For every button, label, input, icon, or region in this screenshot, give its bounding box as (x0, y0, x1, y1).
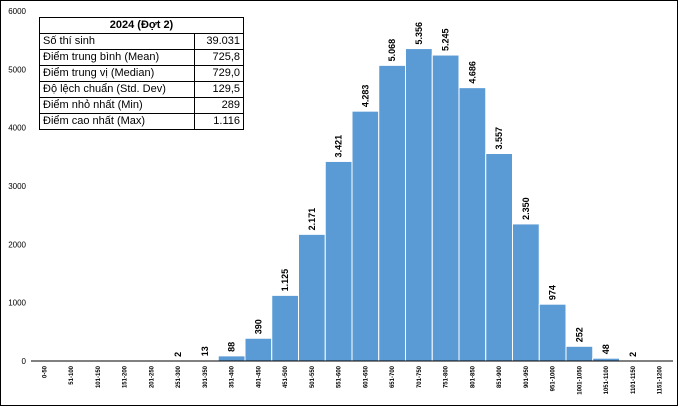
histogram-bar (405, 48, 433, 362)
x-tick-label: 601-650 (363, 365, 369, 388)
histogram-bar (217, 355, 246, 362)
histogram-bar (298, 233, 326, 362)
stats-table-header-row: 2024 (Đợt 2) (39, 17, 244, 34)
stats-row-value: 729,0 (194, 65, 244, 82)
bar-value-label: 5.356 (414, 22, 424, 45)
histogram-bar (458, 87, 487, 362)
x-tick-label: 851-900 (497, 365, 503, 388)
y-tick-label: 5000 (8, 65, 26, 74)
y-tick-label: 3000 (8, 182, 26, 191)
y-tick-label: 1000 (8, 299, 26, 308)
stats-row: Điểm nhỏ nhất (Min) 289 (38, 97, 244, 114)
x-tick-label: 401-450 (256, 365, 262, 388)
x-tick-label: 901-950 (524, 365, 530, 388)
x-tick-label: 0-50 (42, 365, 48, 378)
stats-row: Điểm cao nhất (Max) 1.116 (38, 113, 244, 130)
bar-value-label: 3.557 (494, 127, 504, 150)
bar-data-labels: 2 13 88 390 1.125 2.171 3.421 4.283 5.068 5.356 5.… (173, 22, 638, 357)
bar-value-label: 974 (548, 285, 558, 300)
stats-row-label: Điểm trung vị (Median) (38, 65, 196, 82)
bar-value-label: 4.686 (467, 61, 477, 84)
stats-row-value: 725,8 (194, 49, 244, 66)
bar-value-label: 5.068 (387, 39, 397, 62)
stats-row: Điểm trung vị (Median) 729,0 (38, 65, 244, 82)
stats-row: Số thí sinh 39.031 (38, 33, 244, 50)
y-tick-label: 4000 (8, 124, 26, 133)
stats-row-label: Độ lệch chuẩn (Std. Dev) (38, 81, 196, 98)
x-tick-label: 651-700 (390, 365, 396, 388)
x-tick-label: 1151-1200 (658, 365, 664, 394)
stats-table-title: 2024 (Đợt 2) (39, 17, 244, 34)
histogram-bar (538, 303, 567, 362)
stats-row-value: 289 (194, 97, 244, 114)
x-tick-label: 451-500 (283, 365, 289, 388)
stats-row: Điểm trung bình (Mean) 725,8 (38, 49, 244, 66)
bar-value-label: 13 (200, 346, 210, 356)
x-tick-label: 51-100 (69, 365, 75, 384)
histogram-bar (512, 223, 540, 362)
x-tick-label: 151-200 (123, 365, 129, 388)
histogram-bar (271, 294, 299, 362)
x-tick-label: 751-800 (444, 365, 450, 388)
bar-value-label: 4.283 (360, 85, 370, 108)
bar-value-label: 252 (574, 327, 584, 342)
histogram-bars (164, 48, 647, 362)
histogram-bar (351, 110, 380, 362)
x-tick-label: 501-550 (310, 365, 316, 388)
x-tick-label: 301-350 (203, 365, 209, 388)
bar-value-label: 3.421 (334, 135, 344, 158)
x-tick-label: 1101-1150 (631, 365, 637, 394)
histogram-bar (431, 54, 460, 362)
x-tick-label: 101-150 (96, 365, 102, 388)
x-tick-label: 251-300 (176, 365, 182, 388)
y-tick-label: 6000 (8, 7, 26, 16)
stats-row-value: 1.116 (194, 113, 244, 130)
y-tick-label: 0 (22, 357, 27, 366)
stats-row-label: Điểm cao nhất (Max) (38, 113, 196, 130)
bar-value-label: 390 (253, 319, 263, 334)
histogram-bar (565, 345, 594, 362)
y-axis-ticks: 0 1000 2000 3000 4000 5000 6000 (8, 7, 26, 366)
histogram-bar (378, 64, 406, 362)
stats-row-label: Số thí sinh (38, 33, 196, 50)
stats-row-value: 39.031 (194, 33, 244, 50)
histogram-bar (324, 160, 353, 362)
bar-value-label: 2 (628, 352, 638, 357)
x-tick-label: 701-750 (417, 365, 423, 388)
x-tick-label: 1001-1050 (577, 365, 583, 394)
x-tick-label: 551-600 (337, 365, 343, 388)
bar-value-label: 2 (173, 352, 183, 357)
histogram-bar (244, 337, 273, 362)
x-tick-label: 1051-1100 (604, 365, 610, 394)
stats-row-label: Điểm trung bình (Mean) (38, 49, 196, 66)
bar-value-label: 2.171 (307, 208, 317, 231)
x-tick-label: 951-1000 (551, 365, 557, 391)
x-tick-label: 201-250 (149, 365, 155, 388)
bar-value-label: 2.350 (521, 197, 531, 220)
stats-row-value: 129,5 (194, 81, 244, 98)
x-axis-ticks: 0-50 51-100 101-150 151-200 201-250 251-300 30… (42, 365, 663, 394)
histogram-bar (485, 153, 513, 362)
bar-value-label: 5.245 (441, 29, 451, 52)
y-tick-label: 2000 (8, 240, 26, 249)
bar-value-label: 1.125 (280, 269, 290, 292)
stats-row: Độ lệch chuẩn (Std. Dev) 129,5 (38, 81, 244, 98)
statistics-table: 2024 (Đợt 2) Số thí sinh 39.031 Điểm tru… (38, 17, 244, 130)
bar-value-label: 88 (227, 342, 237, 352)
stats-row-label: Điểm nhỏ nhất (Min) (38, 97, 196, 114)
bar-value-label: 48 (601, 344, 611, 354)
x-tick-label: 351-400 (230, 365, 236, 388)
x-tick-label: 801-850 (470, 365, 476, 388)
